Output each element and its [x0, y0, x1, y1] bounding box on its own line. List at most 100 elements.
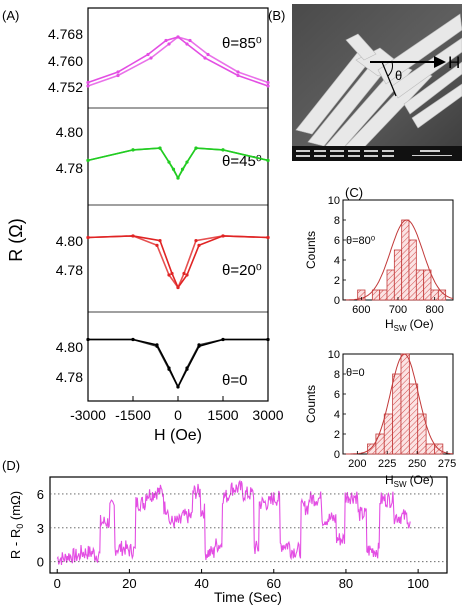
angle-line — [381, 61, 397, 97]
subplot-85-ytick: 4.768 — [48, 26, 83, 42]
panel-d-xtick: 40 — [194, 576, 208, 591]
data-point — [131, 337, 135, 342]
data-point — [146, 52, 150, 57]
data-point — [167, 42, 171, 46]
data-point — [180, 167, 185, 171]
panel-a-frame — [87, 7, 269, 402]
panel-d-ytick: 3 — [37, 521, 44, 536]
data-point — [188, 38, 192, 43]
panel-d-xtick: 80 — [339, 576, 353, 591]
panel-d-ytick: 0 — [37, 555, 44, 570]
curve-theta-85 — [86, 35, 270, 88]
data-point — [206, 52, 210, 57]
histogram-theta: θ=80⁰ — [346, 235, 376, 247]
histogram-xtick: 225 — [378, 458, 396, 470]
histogram-bar — [417, 413, 427, 455]
panel-label-c: (C) — [345, 185, 363, 200]
curve-theta-45 — [86, 146, 270, 180]
histogram-bar — [423, 269, 432, 301]
subplot-45-ytick: 4.80 — [56, 124, 83, 140]
data-point — [221, 337, 225, 342]
histogram-ylabel: Counts — [304, 385, 318, 423]
histogram-ytick: 8 — [334, 215, 340, 227]
data-point — [236, 73, 240, 78]
histogram-bar — [400, 353, 410, 455]
histogram-ytick: 8 — [334, 369, 340, 381]
subplot-85-ytick: 4.752 — [48, 79, 83, 95]
data-point — [164, 38, 168, 43]
subplot-45-ytick: 4.78 — [56, 160, 83, 176]
data-point — [158, 239, 162, 243]
histogram-bar — [392, 373, 402, 455]
noise-trace — [56, 479, 411, 566]
histogram-theta-80: Counts θ=80⁰ HSW (Oe) 0 2 4 6 8 10 600 700 800 — [304, 195, 454, 333]
histogram-bar — [386, 269, 395, 301]
histogram-ylabel: Counts — [304, 231, 318, 269]
angle-label-theta: θ — [395, 68, 402, 83]
data-point — [155, 243, 159, 247]
data-point — [185, 160, 189, 164]
data-point — [266, 84, 270, 88]
subplot-85-ytick: 4.760 — [48, 53, 83, 69]
data-point — [167, 160, 171, 164]
data-point — [194, 146, 198, 150]
data-point — [170, 271, 174, 276]
histogram-ytick: 4 — [334, 409, 340, 421]
data-point — [171, 167, 176, 171]
data-point — [176, 385, 180, 389]
histogram-bar — [393, 249, 403, 301]
angle-arc — [387, 61, 393, 77]
histogram-xtick: 275 — [438, 458, 456, 470]
histogram-xtick: 800 — [425, 304, 443, 316]
data-point — [149, 56, 153, 60]
histogram-bar — [408, 239, 417, 301]
data-point — [203, 56, 207, 60]
subplot-20-ytick: 4.78 — [56, 262, 83, 278]
histogram-ytick: 6 — [334, 235, 340, 247]
data-point — [131, 148, 135, 152]
panel-d-xtick: 100 — [407, 576, 429, 591]
histogram-bar — [408, 383, 419, 455]
histogram-bar — [367, 443, 377, 455]
panel-d: R - R0 (mΩ) Time (Sec) 6 3 00 20 40 60 80 100 — [8, 476, 448, 605]
subplot-0-ytick: 4.78 — [56, 369, 83, 385]
data-point — [86, 84, 90, 88]
data-point — [155, 344, 159, 348]
histogram-bar — [401, 219, 410, 301]
panel-label-b: (B) — [268, 8, 285, 23]
panel-label-d: (D) — [2, 458, 20, 473]
histogram-theta: θ=0 — [346, 367, 365, 379]
data-point — [197, 243, 201, 247]
data-point — [167, 273, 171, 277]
histogram-ytick: 2 — [334, 275, 340, 287]
subplot-45-theta: θ=45⁰ — [222, 153, 262, 170]
panel-a-xlabel: H (Oe) — [154, 427, 202, 444]
data-point — [167, 367, 171, 371]
panel-a: R (Ω) H (Oe) -3000 -1500 0 1500 3000 4.7… — [6, 7, 284, 444]
histogram-ytick: 10 — [328, 349, 340, 361]
histogram-bar — [425, 443, 435, 455]
data-point — [185, 42, 189, 46]
subplot-0-ytick: 4.80 — [56, 339, 83, 355]
panel-d-xtick: 20 — [122, 576, 136, 591]
histogram-ytick: 0 — [334, 295, 340, 307]
field-label-h: H — [448, 53, 460, 72]
panel-a-ylabel: R (Ω) — [6, 218, 26, 261]
histogram-ytick: 6 — [334, 389, 340, 401]
histogram-ytick: 2 — [334, 429, 340, 441]
subplot-0-theta: θ=0 — [222, 372, 247, 389]
panel-a-xtick: 3000 — [252, 407, 283, 423]
histogram-bar — [371, 289, 381, 301]
data-point — [185, 366, 189, 370]
subplot-20-theta: θ=20⁰ — [222, 262, 262, 279]
panel-a-xtick: -3000 — [70, 407, 106, 423]
data-point — [197, 343, 201, 347]
histogram-xlabel: HSW (Oe) — [385, 473, 434, 489]
gaussian-fit — [343, 353, 454, 455]
data-point — [131, 234, 135, 238]
panel-a-xtick: -1500 — [115, 407, 151, 423]
histogram-bar — [379, 289, 388, 301]
data-point — [236, 70, 240, 74]
curve-theta-0 — [86, 337, 270, 389]
